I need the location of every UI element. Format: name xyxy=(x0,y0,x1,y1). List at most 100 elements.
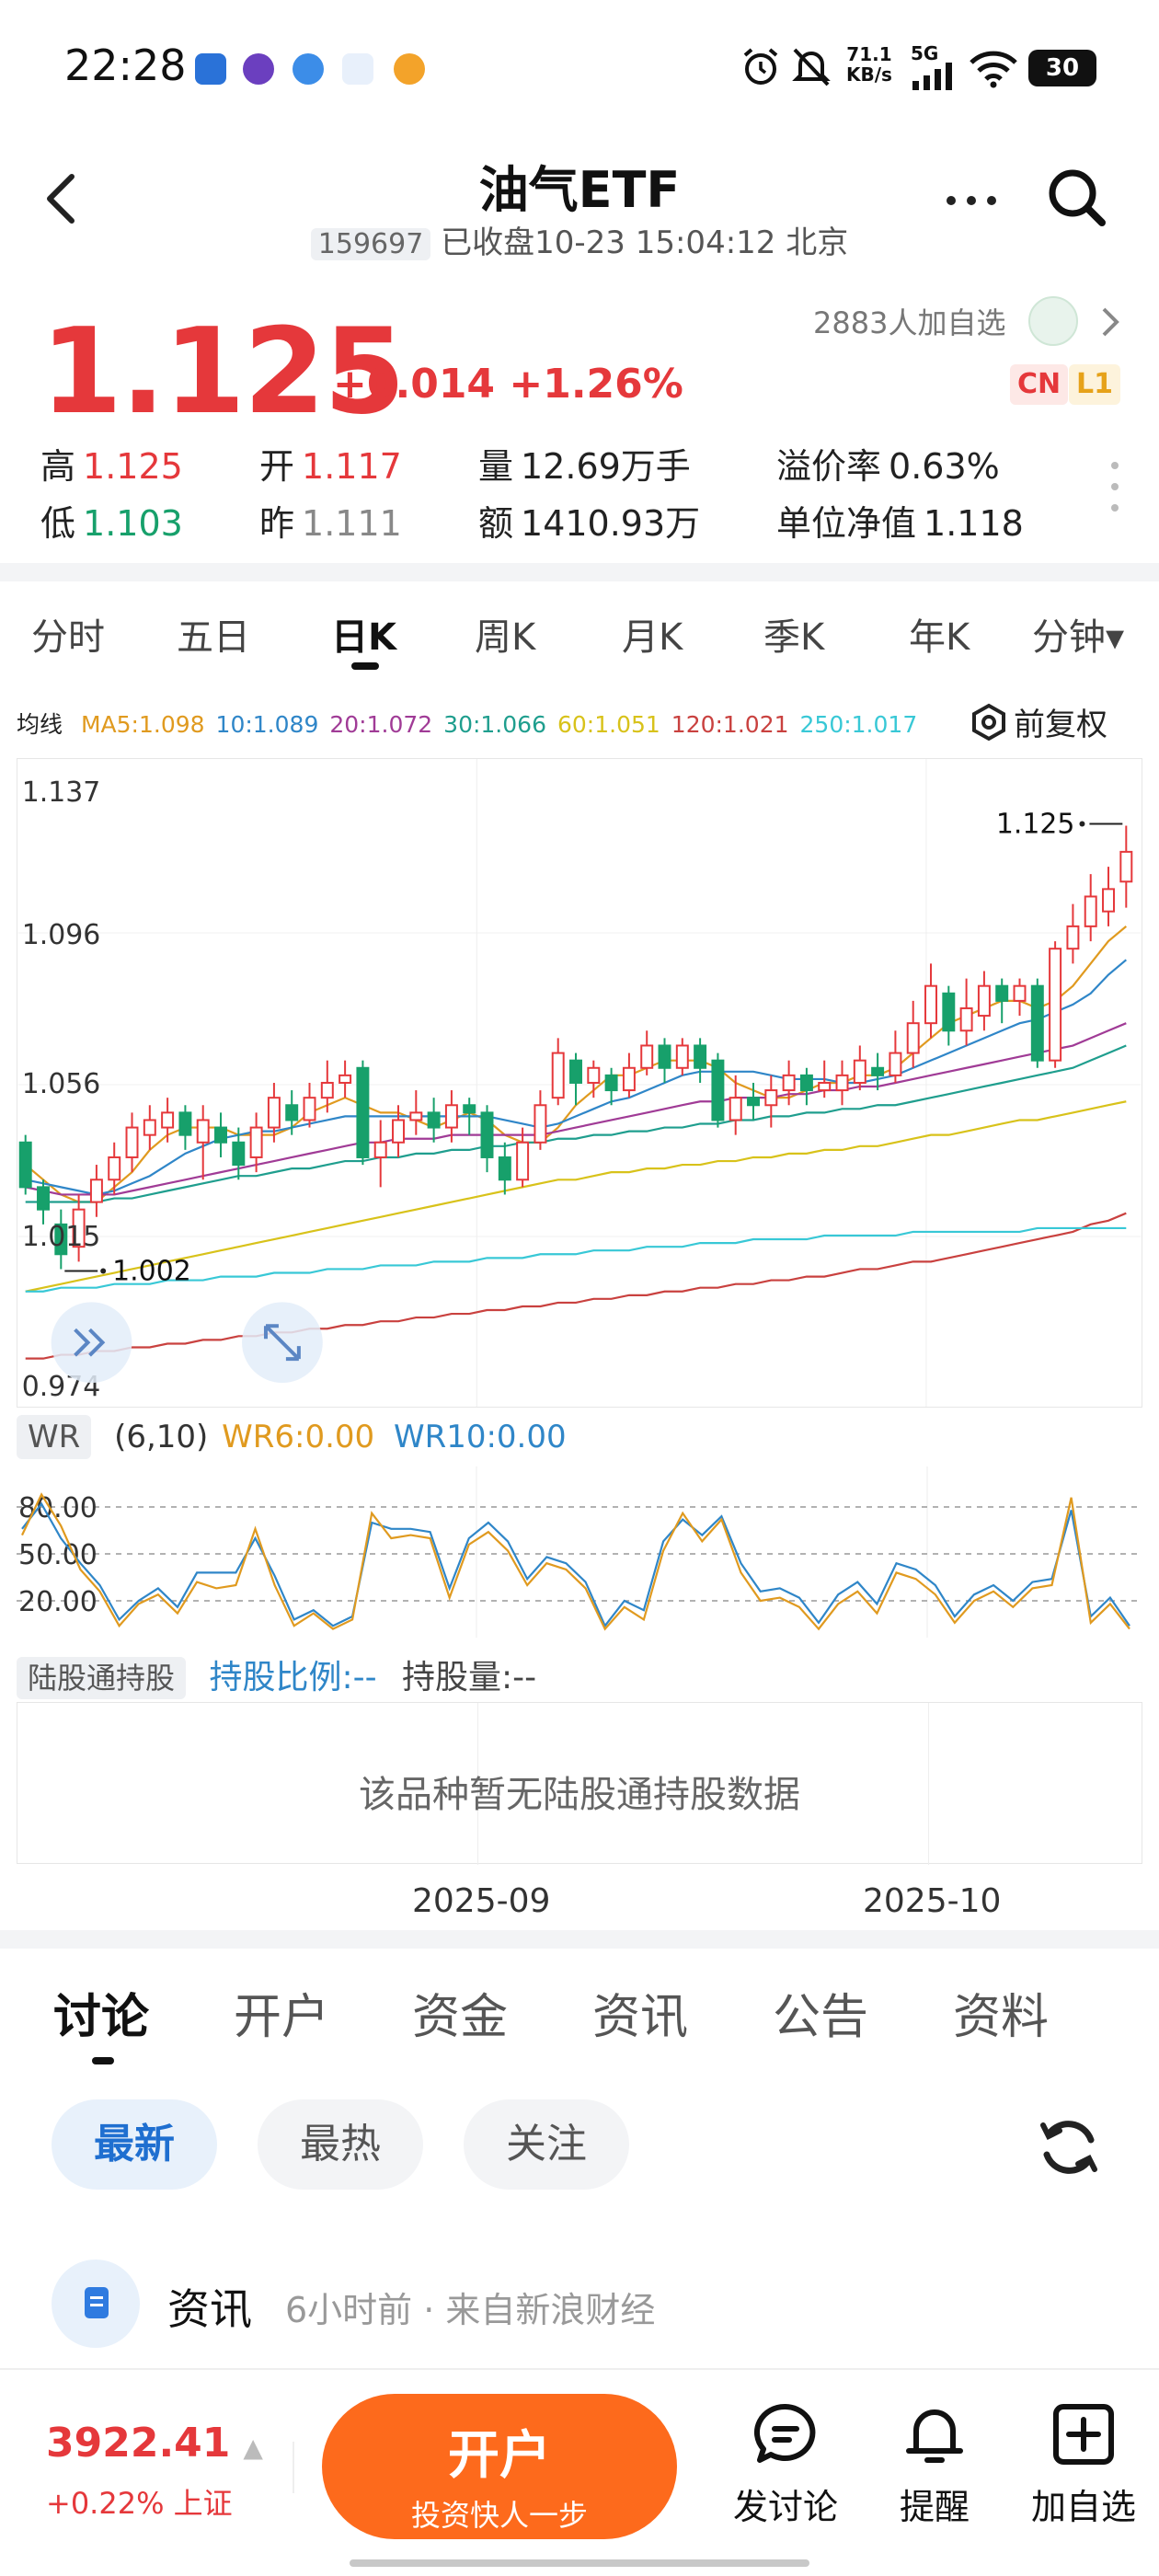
min-marker-dot xyxy=(100,1268,107,1274)
tab-open-account[interactable]: 开户 xyxy=(234,1990,330,2045)
expand-stats-icon[interactable] xyxy=(1107,458,1122,515)
filter-hot[interactable]: 最热 xyxy=(258,2099,423,2190)
filter-latest[interactable]: 最新 xyxy=(52,2099,217,2190)
tab-five-day[interactable]: 五日 xyxy=(177,616,250,659)
app-icon-1 xyxy=(195,53,226,85)
section-divider xyxy=(0,563,1159,581)
tab-daily-k[interactable]: 日K xyxy=(331,616,396,659)
subtitle: 159697 已收盘10-23 15:04:12 北京 xyxy=(0,217,1159,262)
wr10-line xyxy=(21,1501,1130,1628)
alarm-icon xyxy=(743,48,778,85)
bottom-bar-separator xyxy=(0,2368,1159,2370)
candle-up xyxy=(818,1081,832,1092)
candle-up xyxy=(587,1066,601,1084)
home-indicator[interactable] xyxy=(350,2559,809,2567)
tab-profile[interactable]: 资料 xyxy=(953,1990,1050,2045)
ma-line-ma60 xyxy=(25,1100,1127,1293)
tab-yearly-k[interactable]: 年K xyxy=(909,616,970,659)
candle-up xyxy=(977,984,991,1018)
candle-down xyxy=(498,1156,511,1181)
hk-vline-1 xyxy=(477,1703,478,1865)
add-watchlist-button[interactable]: 加自选 xyxy=(1010,2399,1157,2529)
tab-funds[interactable]: 资金 xyxy=(412,1990,509,2045)
battery-indicator: 30 xyxy=(1028,50,1096,86)
stat-premium: 溢价率 0.63% xyxy=(776,446,1000,487)
stat-volume: 量 12.69万手 xyxy=(478,446,691,487)
candle-up xyxy=(924,984,937,1025)
tab-discussion-indicator xyxy=(92,2057,114,2064)
hk-tag[interactable]: 陆股通持股 xyxy=(17,1657,187,1699)
tab-intraday[interactable]: 分时 xyxy=(31,616,105,659)
tab-weekly-k[interactable]: 周K xyxy=(475,616,536,659)
tab-news[interactable]: 资讯 xyxy=(592,1990,689,2045)
plus-square-icon xyxy=(1053,2404,1114,2465)
news-label: 资讯 xyxy=(167,2284,252,2334)
tab-minute[interactable]: 分钟▾ xyxy=(1032,616,1125,659)
candle-up xyxy=(303,1097,316,1121)
ma-line-ma250 xyxy=(25,1226,1127,1293)
refresh-icon[interactable] xyxy=(1034,2112,1104,2182)
wr-tag[interactable]: WR xyxy=(17,1415,92,1459)
chevron-right-icon[interactable] xyxy=(1100,305,1120,339)
candle-up xyxy=(764,1089,778,1107)
candle-up xyxy=(906,1022,920,1054)
news-meta: 6小时前 · 来自新浪财经 xyxy=(285,2290,656,2330)
tab-discussion[interactable]: 讨论 xyxy=(53,1990,150,2045)
candle-down xyxy=(942,992,956,1032)
candle-up xyxy=(1102,888,1115,913)
watchlist-avatars[interactable] xyxy=(1028,296,1078,346)
tab-announcements[interactable]: 公告 xyxy=(773,1990,869,2045)
candle-up xyxy=(108,1156,121,1181)
remind-button[interactable]: 提醒 xyxy=(861,2399,1008,2529)
bottom-divider xyxy=(293,2442,294,2493)
news-item[interactable]: 资讯 6小时前 · 来自新浪财经 xyxy=(52,2260,1109,2348)
hk-vline-2 xyxy=(928,1703,929,1865)
index-value[interactable]: 3922.41 ▲ xyxy=(46,2420,263,2467)
open-account-button[interactable]: 开户 投资快人一步 xyxy=(322,2394,677,2539)
candle-up xyxy=(143,1119,156,1136)
max-marker-dot xyxy=(1079,821,1085,827)
candle-down xyxy=(427,1111,441,1129)
index-change[interactable]: +0.22% 上证 xyxy=(46,2486,233,2521)
candle-up xyxy=(444,1104,458,1129)
post-discussion-button[interactable]: 发讨论 xyxy=(712,2399,859,2529)
badge-cn: CN xyxy=(1010,364,1069,405)
chat-bubble-icon xyxy=(753,2403,816,2463)
followers-count[interactable]: 2883人加自选 xyxy=(813,305,1006,340)
y-tick-label: 1.137 xyxy=(22,776,101,809)
hk-panel-box xyxy=(17,1702,1142,1865)
section-divider-2 xyxy=(0,1930,1159,1949)
tab-monthly-k[interactable]: 月K xyxy=(622,616,683,659)
search-icon[interactable] xyxy=(1045,166,1109,230)
candle-up xyxy=(551,1052,565,1099)
candle-down xyxy=(178,1111,192,1136)
more-icon[interactable] xyxy=(944,191,999,210)
back-arrow-icon[interactable] xyxy=(40,171,81,226)
candle-down xyxy=(711,1059,725,1121)
candle-down xyxy=(569,1059,582,1084)
candle-down xyxy=(356,1066,370,1158)
adjust-toggle[interactable]: 前复权 xyxy=(970,699,1107,744)
stat-amount: 额 1410.93万 xyxy=(478,503,701,544)
candle-up xyxy=(392,1119,405,1144)
tab-quarterly-k[interactable]: 季K xyxy=(763,616,825,659)
candle-up xyxy=(835,1074,849,1092)
ma-line-ma10 xyxy=(25,959,1128,1196)
stat-low: 低 1.103 xyxy=(40,503,183,544)
candle-down xyxy=(480,1111,494,1158)
candle-down xyxy=(37,1186,50,1211)
candle-up xyxy=(959,1006,973,1032)
candle-up xyxy=(640,1044,654,1069)
ma-legend-item: 20:1.072 xyxy=(329,711,433,738)
news-icon xyxy=(52,2260,140,2348)
ma-legend-item: 30:1.066 xyxy=(443,711,546,738)
fast-forward-button[interactable] xyxy=(51,1302,132,1384)
ma-legend-label: 均线 xyxy=(17,711,63,738)
candle-up xyxy=(249,1126,263,1158)
wr6-line xyxy=(21,1492,1130,1631)
filter-following[interactable]: 关注 xyxy=(464,2099,629,2190)
mute-bell-icon xyxy=(792,48,831,86)
candle-down xyxy=(658,1044,671,1069)
